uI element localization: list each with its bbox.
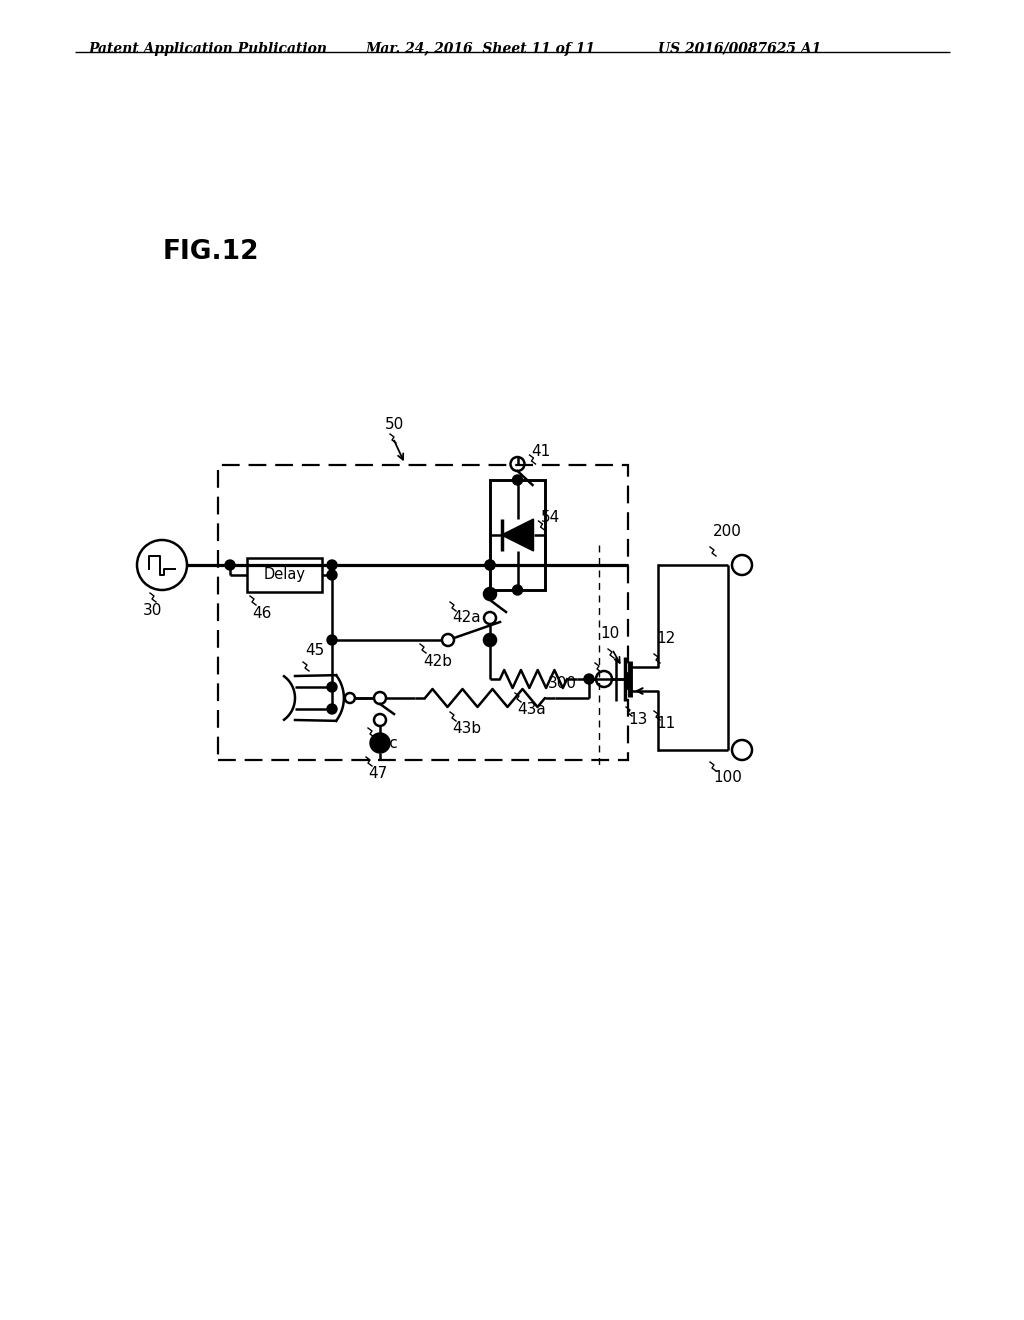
Circle shape: [327, 635, 337, 645]
Circle shape: [327, 682, 337, 692]
Bar: [247, 558, 322, 591]
Text: 45: 45: [305, 643, 325, 657]
Text: 43b: 43b: [452, 721, 481, 737]
Text: 11: 11: [656, 715, 675, 731]
Text: 13: 13: [628, 711, 647, 727]
Circle shape: [485, 560, 495, 570]
Text: 12: 12: [656, 631, 675, 645]
Text: 43a: 43a: [517, 702, 546, 717]
Text: 300: 300: [548, 676, 577, 692]
Bar: [218, 465, 628, 760]
Text: 42c: 42c: [370, 737, 397, 751]
Polygon shape: [502, 519, 534, 550]
Circle shape: [370, 733, 390, 752]
Circle shape: [512, 585, 522, 595]
Bar: [490, 480, 545, 590]
Circle shape: [512, 475, 522, 484]
Text: 41: 41: [531, 445, 551, 459]
Circle shape: [485, 560, 495, 570]
Text: 100: 100: [713, 770, 741, 785]
Text: 47: 47: [368, 766, 387, 781]
Circle shape: [485, 635, 495, 645]
Text: Mar. 24, 2016  Sheet 11 of 11: Mar. 24, 2016 Sheet 11 of 11: [365, 42, 595, 55]
Circle shape: [225, 560, 234, 570]
Circle shape: [327, 704, 337, 714]
Text: 10: 10: [600, 626, 620, 642]
Text: Delay: Delay: [263, 568, 305, 582]
Text: 42b: 42b: [423, 653, 452, 669]
Text: US 2016/0087625 A1: US 2016/0087625 A1: [658, 42, 821, 55]
Text: 54: 54: [541, 511, 560, 525]
Text: Patent Application Publication: Patent Application Publication: [88, 42, 327, 55]
Text: 42a: 42a: [452, 610, 480, 624]
Text: 200: 200: [713, 524, 741, 539]
Circle shape: [327, 570, 337, 579]
Circle shape: [485, 589, 495, 599]
Text: FIG.12: FIG.12: [163, 239, 259, 265]
Circle shape: [327, 560, 337, 570]
Text: 30: 30: [142, 603, 162, 618]
Text: 46: 46: [252, 606, 271, 620]
Text: 50: 50: [385, 417, 404, 432]
Circle shape: [584, 675, 594, 684]
